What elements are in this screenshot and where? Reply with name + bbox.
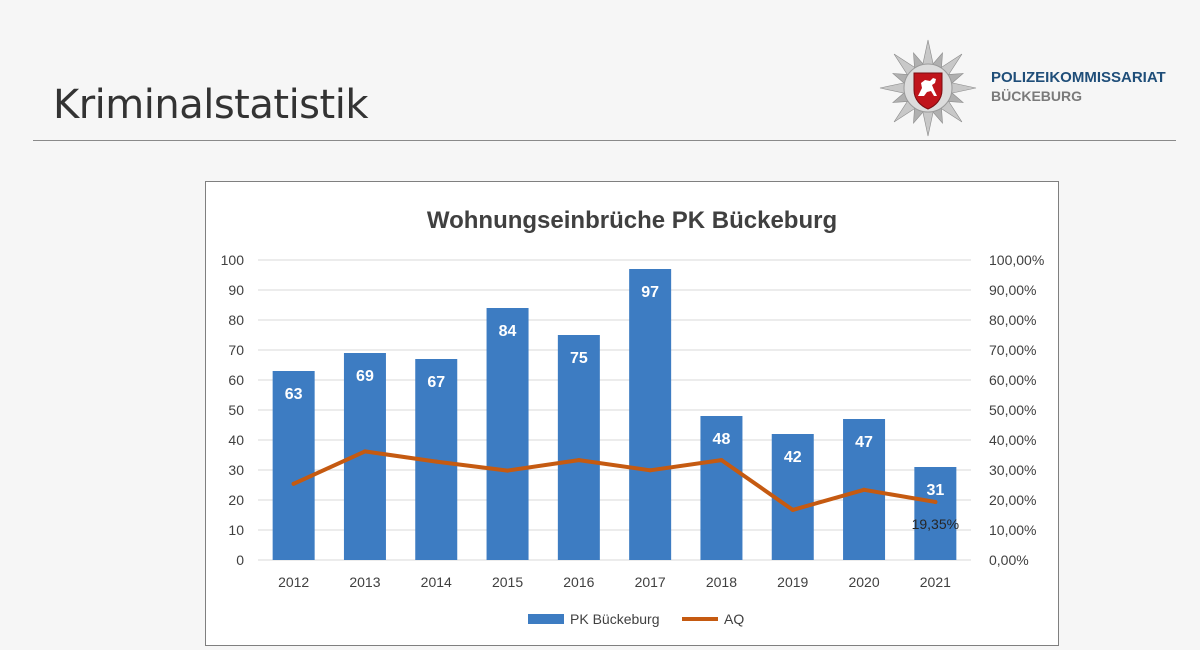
aq-point [505, 468, 510, 473]
x-tick-label: 2014 [421, 574, 452, 590]
aq-line [291, 449, 938, 512]
x-tick-label: 2017 [635, 574, 666, 590]
y2-tick-label: 30,00% [989, 462, 1036, 478]
x-tick-label: 2018 [706, 574, 737, 590]
org-line-1: POLIZEIKOMMISSARIAT [991, 69, 1166, 86]
aq-point [933, 499, 938, 504]
data-label: 63 [285, 386, 303, 403]
y-tick-label: 70 [228, 342, 244, 358]
data-label: 69 [356, 368, 374, 385]
aq-point [362, 449, 367, 454]
bar [486, 308, 529, 560]
bar [914, 467, 957, 560]
bar [557, 335, 600, 560]
x-tick-label: 2016 [563, 574, 594, 590]
y2-tick-label: 40,00% [989, 432, 1036, 448]
aq-point [719, 458, 724, 463]
x-tick-label: 2019 [777, 574, 808, 590]
x-tick-label: 2012 [278, 574, 309, 590]
chart-title: Wohnungseinbrüche PK Bückeburg [427, 207, 837, 234]
chart: Wohnungseinbrüche PK Bückeburg 63 69 67 84 7… [221, 207, 1045, 627]
y-tick-label: 10 [228, 522, 244, 538]
data-label: 75 [570, 350, 588, 367]
y-tick-label: 90 [228, 282, 244, 298]
y-tick-label: 60 [228, 372, 244, 388]
y2-tick-label: 20,00% [989, 492, 1036, 508]
y2-tick-label: 10,00% [989, 522, 1036, 538]
y-tick-label: 80 [228, 312, 244, 328]
bar [771, 434, 814, 560]
chart-frame: Wohnungseinbrüche PK Bückeburg 63 69 67 84 7… [205, 181, 1059, 646]
x-tick-label: 2015 [492, 574, 523, 590]
data-label: 31 [926, 482, 944, 499]
bar [629, 269, 672, 560]
legend-label: AQ [724, 611, 744, 627]
page-title: Kriminalstatistik [53, 82, 368, 128]
x-tick-label: 2020 [848, 574, 879, 590]
aq-point [862, 487, 867, 492]
data-label: 97 [641, 284, 659, 301]
police-star-badge-icon [879, 39, 977, 137]
bar [272, 371, 315, 560]
legend-swatch-bar [528, 614, 564, 624]
y2-tick-label: 100,00% [989, 252, 1044, 268]
x-tick-label: 2013 [349, 574, 380, 590]
y2-tick-label: 60,00% [989, 372, 1036, 388]
data-label: 84 [499, 323, 517, 340]
org-line-2: BÜCKEBURG [991, 88, 1082, 104]
y-tick-label: 0 [236, 552, 244, 568]
y2-tick-label: 80,00% [989, 312, 1036, 328]
aq-point [434, 459, 439, 464]
y2-tick-label: 0,00% [989, 552, 1029, 568]
y2-tick-label: 90,00% [989, 282, 1036, 298]
y-tick-label: 40 [228, 432, 244, 448]
aq-point [648, 468, 653, 473]
organization-name: POLIZEIKOMMISSARIAT BÜCKEBURG [991, 68, 1166, 106]
data-label: 48 [713, 431, 731, 448]
data-label: 42 [784, 449, 802, 466]
y2-tick-label: 70,00% [989, 342, 1036, 358]
aq-point [576, 458, 581, 463]
legend-label: PK Bückeburg [570, 611, 660, 627]
data-label: 67 [427, 374, 445, 391]
aq-point [790, 507, 795, 512]
annotation-label: 19,35% [912, 516, 959, 532]
y-tick-label: 30 [228, 462, 244, 478]
y2-tick-label: 50,00% [989, 402, 1036, 418]
title-divider [33, 140, 1176, 141]
y-tick-label: 20 [228, 492, 244, 508]
y-tick-label: 100 [221, 252, 245, 268]
y-tick-label: 50 [228, 402, 244, 418]
aq-point [291, 481, 296, 486]
x-tick-label: 2021 [920, 574, 951, 590]
bar [700, 416, 743, 560]
data-label: 47 [855, 434, 873, 451]
